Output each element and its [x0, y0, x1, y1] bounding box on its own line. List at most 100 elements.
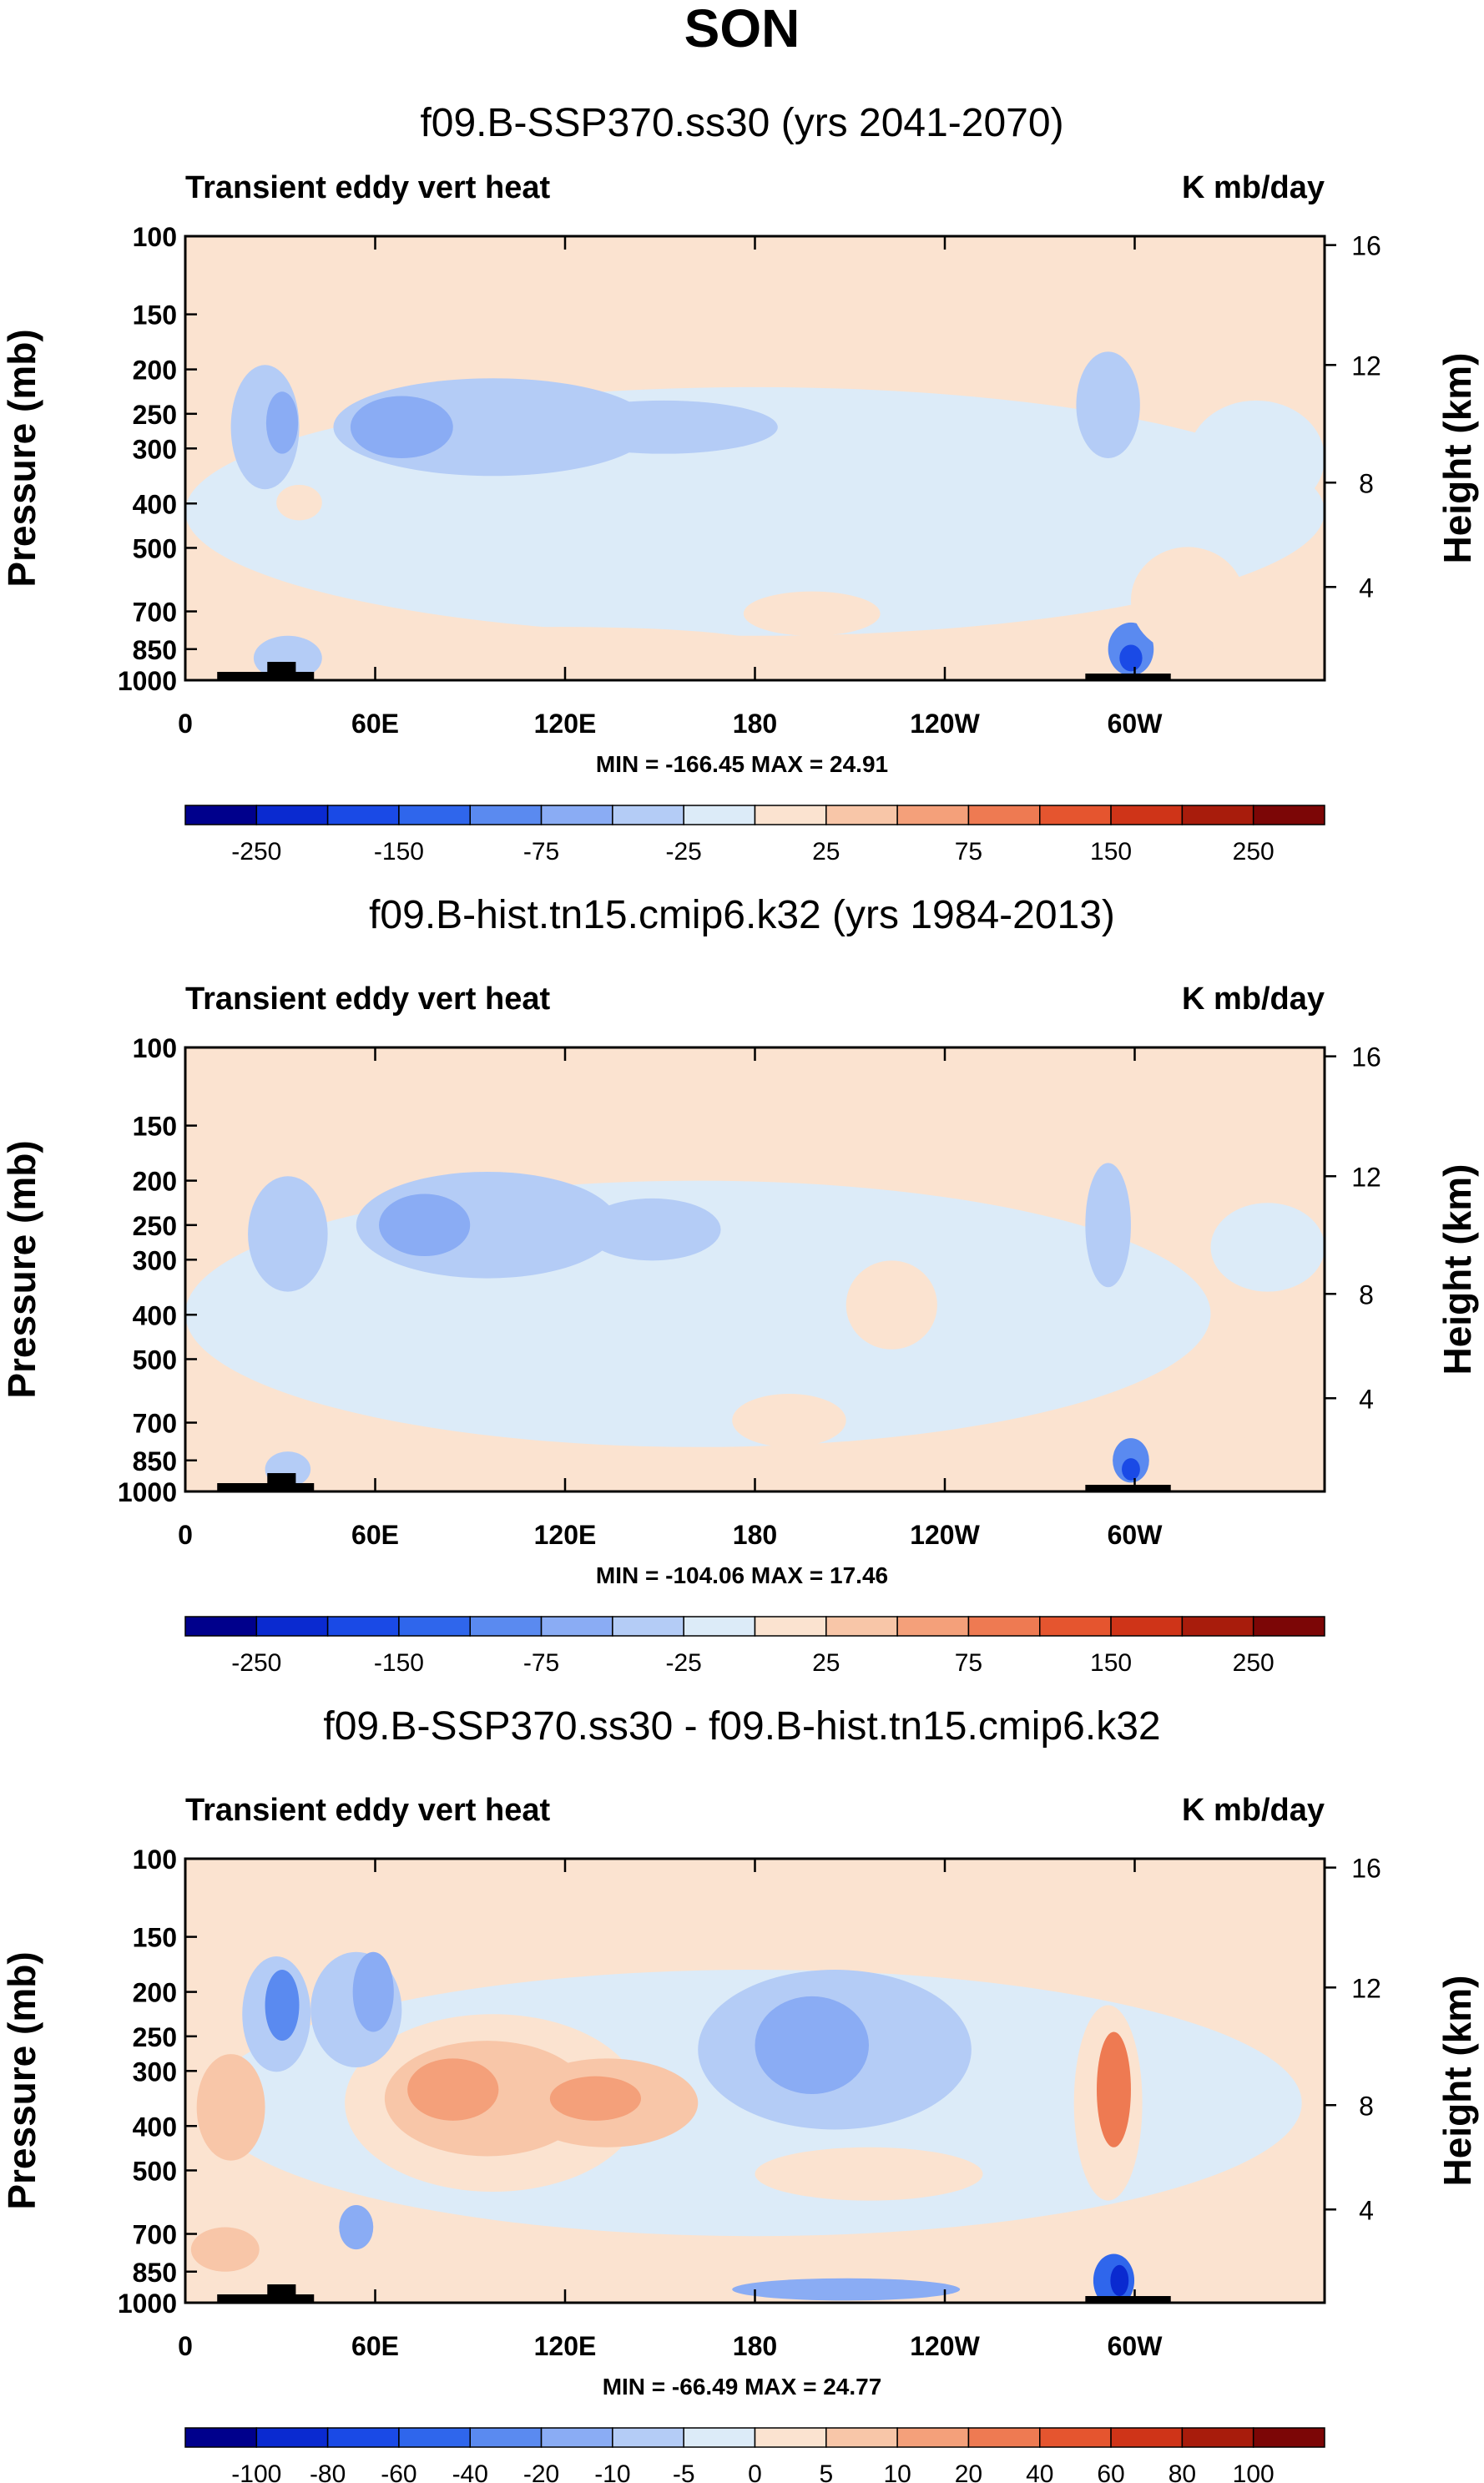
contour-field — [185, 1047, 1325, 1491]
contour-field — [185, 1859, 1325, 2303]
y-tick-label: 1000 — [118, 2289, 177, 2319]
x-tick-label: 120E — [534, 1520, 597, 1550]
contour-region — [248, 1176, 328, 1292]
x-tick-label: 60W — [1108, 709, 1163, 739]
x-tick-label: 60E — [351, 2331, 399, 2361]
y-right-tick-label: 8 — [1359, 468, 1374, 498]
y-axis-title: Pressure (mb) — [0, 1951, 43, 2209]
contour-region — [352, 1951, 394, 2032]
colorbar-box — [1181, 805, 1254, 825]
y-tick-label: 500 — [133, 2156, 177, 2186]
colorbar-box — [255, 805, 329, 825]
land-mask — [267, 662, 296, 680]
panel-title: f09.B-SSP370.ss30 (yrs 2041-2070) — [420, 101, 1063, 145]
contour-region — [1076, 351, 1140, 458]
colorbar-label: -25 — [666, 838, 702, 866]
right-string: K mb/day — [1182, 982, 1325, 1017]
y-right-tick-label: 4 — [1359, 1384, 1374, 1414]
colorbar-box — [896, 805, 970, 825]
colorbar-label: 150 — [1090, 1649, 1132, 1677]
panel-3: f09.B-SSP370.ss30 - f09.B-hist.tn15.cmip… — [0, 1704, 1479, 2483]
x-tick-label: 180 — [733, 2331, 777, 2361]
colorbar-box — [754, 2427, 827, 2448]
colorbar-label: -150 — [374, 838, 424, 866]
colorbar-box — [1110, 1616, 1184, 1637]
colorbar-box — [540, 805, 613, 825]
y-tick-label: 850 — [133, 1446, 177, 1476]
colorbar-label: 0 — [748, 2460, 762, 2483]
y-tick-label: 200 — [133, 1167, 177, 1197]
panel-title: f09.B-hist.tn15.cmip6.k32 (yrs 1984-2013… — [369, 893, 1115, 937]
colorbar-box — [825, 1616, 898, 1637]
colorbar-box — [683, 1616, 756, 1637]
colorbar-box — [1110, 2427, 1184, 2448]
y-tick-label: 100 — [133, 222, 177, 252]
contour-region — [732, 2278, 961, 2301]
colorbar-box — [1039, 805, 1112, 825]
left-string: Transient eddy vert heat — [185, 982, 550, 1017]
y-axis-title: Pressure (mb) — [0, 329, 43, 587]
colorbar-box — [1252, 2427, 1325, 2448]
y-right-tick-label: 16 — [1351, 1854, 1381, 1884]
right-string: K mb/day — [1182, 170, 1325, 205]
contour-region — [350, 396, 453, 458]
contour-region — [339, 2204, 374, 2250]
x-tick-label: 120W — [910, 709, 980, 739]
colorbar-box — [1110, 805, 1184, 825]
y-tick-label: 300 — [133, 2057, 177, 2087]
y-tick-label: 850 — [133, 2258, 177, 2288]
contour-region — [549, 400, 778, 454]
colorbar-label: 60 — [1097, 2460, 1124, 2483]
colorbar-label: -5 — [673, 2460, 695, 2483]
contour-region — [379, 1194, 471, 1257]
y-tick-label: 850 — [133, 635, 177, 665]
x-tick-label: 120W — [910, 2331, 980, 2361]
colorbar-label: -10 — [594, 2460, 630, 2483]
x-tick-label: 180 — [733, 1520, 777, 1550]
contour-region — [1085, 1163, 1131, 1288]
min-max-stats: MIN = -104.06 MAX = 17.46 — [596, 1562, 888, 1588]
colorbar-box — [469, 1616, 543, 1637]
x-tick-label: 60W — [1108, 2331, 1163, 2361]
colorbar-box — [825, 805, 898, 825]
y-tick-label: 200 — [133, 1978, 177, 2008]
colorbar-label: 150 — [1090, 838, 1132, 866]
colorbar-box — [398, 805, 471, 825]
colorbar-box — [612, 1616, 684, 1637]
contour-region — [1153, 1367, 1314, 1439]
colorbar-box — [612, 2427, 684, 2448]
contour-region — [265, 1970, 300, 2041]
colorbar-box — [184, 2427, 258, 2448]
y-axis-title-right: Height (km) — [1436, 1976, 1479, 2187]
colorbar-label: -150 — [374, 1649, 424, 1677]
y-right-tick-label: 8 — [1359, 2091, 1374, 2121]
colorbar-label: -75 — [523, 838, 559, 866]
contour-region — [196, 2054, 265, 2161]
colorbar-label: -75 — [523, 1649, 559, 1677]
contour-region — [1097, 2031, 1131, 2147]
colorbar-label: 25 — [812, 1649, 840, 1677]
contour-region — [845, 1260, 937, 1350]
x-tick-label: 60E — [351, 1520, 399, 1550]
colorbar-box — [683, 2427, 756, 2448]
colorbar-label: 10 — [883, 2460, 911, 2483]
land-mask — [217, 2294, 315, 2303]
colorbar-label: -25 — [666, 1649, 702, 1677]
y-tick-label: 500 — [133, 1345, 177, 1375]
right-string: K mb/day — [1182, 1793, 1325, 1828]
y-tick-label: 150 — [133, 1112, 177, 1142]
colorbar-box — [469, 805, 543, 825]
colorbar-box — [1039, 1616, 1112, 1637]
land-mask — [267, 1473, 296, 1491]
land-mask — [267, 2284, 296, 2303]
colorbar-box — [896, 1616, 970, 1637]
y-tick-label: 400 — [133, 1300, 177, 1330]
min-max-stats: MIN = -66.49 MAX = 24.77 — [603, 2374, 882, 2400]
colorbar-box — [754, 805, 827, 825]
colorbar-box — [896, 2427, 970, 2448]
y-tick-label: 150 — [133, 1923, 177, 1953]
land-mask — [217, 1483, 315, 1491]
y-axis-title-right: Height (km) — [1436, 1164, 1479, 1375]
land-mask — [217, 672, 315, 680]
y-right-tick-label: 8 — [1359, 1279, 1374, 1310]
